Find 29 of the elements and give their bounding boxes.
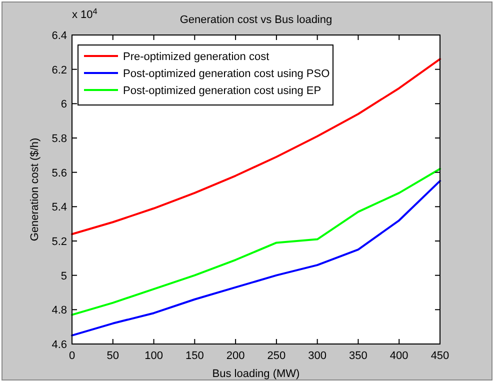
x-tick-label: 250	[267, 350, 286, 362]
x-tick-label: 50	[106, 350, 120, 362]
x-tick-label: 200	[226, 350, 245, 362]
line-series	[71, 180, 441, 336]
x-tick-label: 100	[144, 350, 163, 362]
legend-label: Post-optimized generation cost using PSO	[123, 68, 330, 80]
legend-label: Post-optimized generation cost using EP	[123, 85, 322, 97]
y-tick-label: 6.2	[52, 64, 67, 76]
text: x 10$^{4}$	[72, 6, 98, 21]
y-tick-label: 5.6	[52, 167, 67, 180]
x-tick-label: 300	[308, 350, 327, 362]
y-tick-label: 5.2	[52, 236, 67, 248]
line-series	[71, 168, 441, 316]
x-tick-label: 450	[430, 350, 450, 362]
x-tick-label: 150	[185, 350, 204, 362]
y-tick-label: 5	[60, 270, 67, 282]
y-tick-label: 4.8	[52, 304, 67, 317]
x-tick-label: 400	[390, 350, 408, 362]
y-tick-label: 6	[60, 98, 67, 111]
chart-title: Generation cost vs Bus loading	[180, 14, 332, 26]
legend-label: Pre-optimized generation cost	[123, 51, 270, 63]
y-tick-label: 6.4	[52, 30, 67, 42]
y-tick-label: 4.6	[52, 339, 67, 351]
x-tick-label: 350	[349, 350, 368, 362]
y-axis-title: Generation cost ($/h)	[29, 138, 41, 242]
x-axis-title: Bus loading (MW)	[212, 368, 300, 380]
y-tick-label: 5.8	[52, 133, 67, 145]
x-tick-label: 0	[68, 350, 76, 362]
y-tick-label: 5.4	[52, 202, 67, 214]
